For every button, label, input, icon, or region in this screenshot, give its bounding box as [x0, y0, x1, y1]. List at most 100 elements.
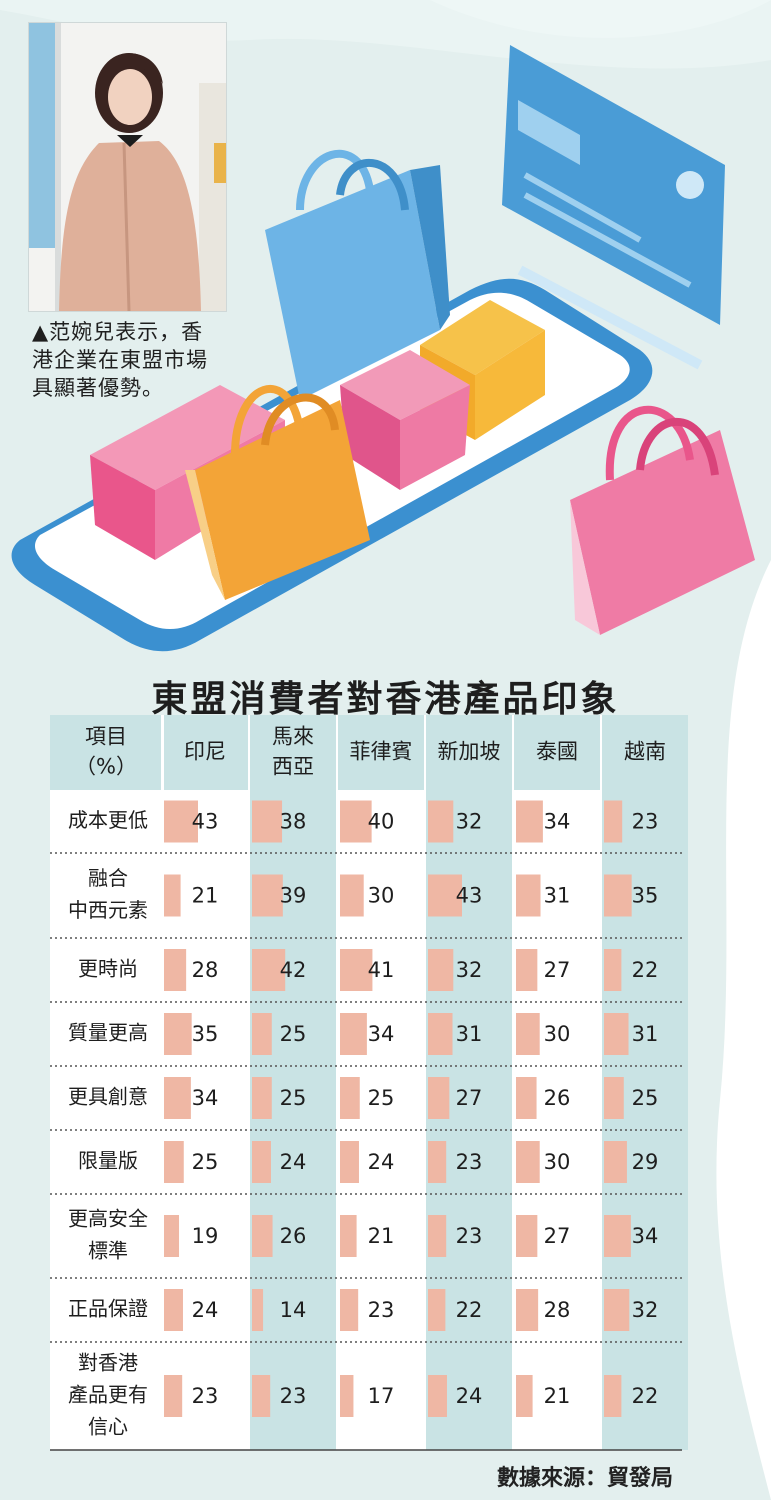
value-label: 30 [544, 1022, 571, 1046]
header-divider [161, 715, 164, 790]
value-label: 25 [280, 1022, 307, 1046]
value-label: 32 [456, 810, 483, 834]
row-label: 更高安全標準 [68, 1207, 148, 1263]
row-label: 融合中西元素 [68, 866, 148, 922]
value-bar [252, 1013, 272, 1055]
value-bar [252, 1215, 273, 1257]
value-label: 43 [192, 810, 219, 834]
value-label: 19 [192, 1224, 219, 1248]
value-bar [340, 1141, 359, 1183]
row-label: 質量更高 [68, 1021, 148, 1045]
value-label: 31 [632, 1022, 659, 1046]
value-label: 27 [544, 958, 571, 982]
value-label: 30 [544, 1150, 571, 1174]
value-label: 34 [632, 1224, 659, 1248]
value-bar [604, 1375, 622, 1417]
value-label: 28 [544, 1298, 571, 1322]
value-label: 22 [632, 958, 659, 982]
value-bar [428, 874, 462, 917]
column-header: 馬來西亞 [272, 725, 314, 779]
value-label: 38 [280, 810, 307, 834]
value-label: 21 [368, 1224, 395, 1248]
caption-line: 具顯著優勢。 [32, 376, 164, 400]
header-divider [336, 715, 338, 790]
value-label: 32 [632, 1298, 659, 1322]
value-bar [340, 874, 364, 917]
value-bar [604, 800, 623, 843]
value-label: 24 [368, 1150, 395, 1174]
column-header: 印尼 [184, 740, 226, 764]
value-label: 26 [544, 1086, 571, 1110]
value-bar [164, 1215, 180, 1257]
value-label: 23 [280, 1384, 307, 1408]
pink-shopping-bag-icon [570, 405, 755, 635]
chart-title: 東盟消費者對香港產品印象 [151, 679, 620, 720]
row-label: 限量版 [78, 1149, 138, 1173]
value-label: 41 [368, 958, 395, 982]
value-bar [516, 1077, 537, 1119]
value-bar [164, 1077, 191, 1119]
value-bar [164, 1013, 192, 1055]
header-row [50, 715, 682, 790]
value-label: 25 [192, 1150, 219, 1174]
header-divider [600, 715, 602, 790]
value-label: 31 [456, 1022, 483, 1046]
caption-line: ▲范婉兒表示，香 [32, 320, 204, 344]
value-bar [516, 1375, 533, 1417]
header-divider [512, 715, 514, 790]
row-label: 對香港產品更有信心 [68, 1351, 148, 1439]
value-label: 35 [632, 884, 659, 908]
value-label: 23 [192, 1384, 219, 1408]
value-bar [428, 1215, 447, 1257]
value-bar [516, 874, 541, 917]
value-label: 21 [544, 1384, 571, 1408]
value-label: 24 [456, 1384, 483, 1408]
value-label: 26 [280, 1224, 307, 1248]
value-bar [340, 1289, 359, 1331]
value-bar [428, 800, 454, 843]
value-bar [252, 874, 283, 917]
value-bar [516, 949, 538, 991]
value-label: 23 [368, 1298, 395, 1322]
row-label: 成本更低 [68, 808, 148, 832]
value-label: 29 [632, 1150, 659, 1174]
value-bar [164, 800, 198, 843]
value-bar [164, 874, 181, 917]
value-label: 34 [192, 1086, 219, 1110]
value-label: 24 [280, 1150, 307, 1174]
value-bar [604, 1013, 629, 1055]
pink-gift-icon [340, 350, 470, 490]
value-label: 39 [280, 884, 307, 908]
value-label: 23 [632, 810, 659, 834]
value-label: 40 [368, 810, 395, 834]
value-bar [252, 1141, 271, 1183]
value-label: 27 [456, 1086, 483, 1110]
data-source: 數據來源：貿發局 [496, 1466, 673, 1491]
value-bar [428, 1013, 453, 1055]
value-bar [340, 1077, 360, 1119]
portrait-photo [28, 22, 227, 312]
value-bar [516, 1215, 538, 1257]
value-bar [340, 1013, 367, 1055]
value-label: 23 [456, 1150, 483, 1174]
credit-card-icon [502, 45, 725, 370]
header-divider [248, 715, 250, 790]
header-divider [424, 715, 426, 790]
column-header: 越南 [624, 740, 666, 764]
value-bar [252, 1375, 271, 1417]
value-bar [604, 1141, 627, 1183]
value-bar [604, 949, 622, 991]
shopping-illustration [11, 45, 755, 652]
value-label: 30 [368, 884, 395, 908]
value-bar [604, 1215, 631, 1257]
value-label: 34 [368, 1022, 395, 1046]
value-bar [164, 1375, 183, 1417]
value-bar [604, 1077, 624, 1119]
column-header: 新加坡 [438, 740, 501, 764]
value-label: 22 [456, 1298, 483, 1322]
value-label: 14 [280, 1298, 307, 1322]
value-label: 25 [368, 1086, 395, 1110]
value-bar [516, 800, 543, 843]
row-label: 正品保證 [68, 1297, 148, 1321]
